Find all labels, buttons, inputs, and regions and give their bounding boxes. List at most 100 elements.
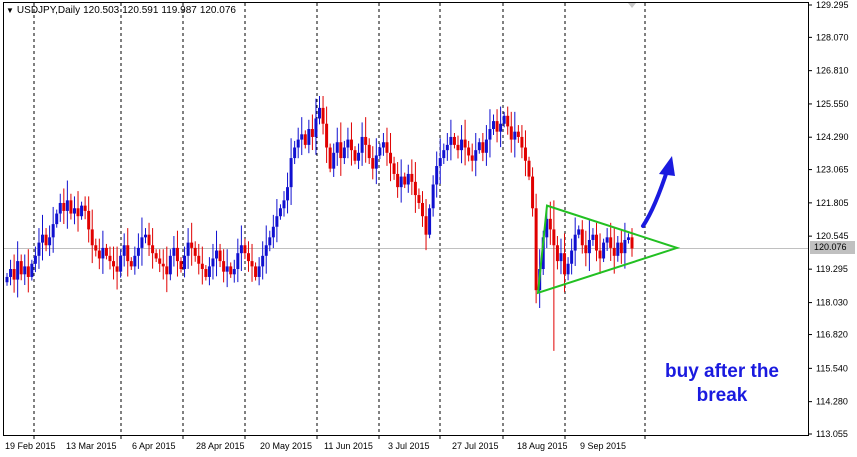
- shift-marker-icon[interactable]: [628, 3, 636, 8]
- candle-body: [328, 147, 332, 169]
- candle-body: [229, 266, 233, 275]
- candle-body: [168, 255, 172, 275]
- candle-body: [360, 136, 364, 153]
- candle-body: [296, 139, 300, 148]
- arrow-head-icon: [659, 156, 675, 176]
- candle-body: [428, 208, 432, 235]
- candle-body: [76, 208, 80, 217]
- candle-body: [282, 200, 286, 209]
- candle-body: [204, 269, 208, 277]
- candle-body: [126, 245, 130, 262]
- candle-body: [396, 173, 400, 188]
- candle-body: [566, 263, 570, 275]
- candle-body: [435, 166, 439, 185]
- candle-body: [26, 266, 30, 277]
- candle-body: [513, 131, 517, 140]
- current-price-label: 120.076: [810, 241, 855, 254]
- candle-body: [484, 139, 488, 153]
- chart-plot-area[interactable]: [3, 2, 809, 436]
- candle-body: [101, 247, 105, 259]
- candle-body: [55, 213, 59, 225]
- x-tick-label: 20 May 2015: [260, 441, 312, 451]
- candle-body: [321, 107, 325, 124]
- triangle-pattern: [536, 204, 681, 295]
- candle-body: [147, 234, 151, 246]
- candle-body: [129, 261, 133, 267]
- y-tick-label: 118.030: [816, 298, 848, 308]
- candle-body: [161, 263, 165, 267]
- y-tick-label: 115.540: [816, 363, 848, 373]
- candle-body: [5, 276, 9, 283]
- candle-body: [200, 263, 204, 270]
- high-value: 120.591: [122, 5, 159, 16]
- breakout-arrow: [641, 166, 670, 228]
- candle-body: [623, 239, 627, 254]
- candle-body: [474, 150, 478, 161]
- candle-body: [104, 247, 108, 256]
- candle-body: [552, 229, 556, 246]
- y-tick-label: 113.055: [816, 429, 848, 439]
- candle-body: [342, 147, 346, 159]
- candle-body: [87, 210, 91, 230]
- y-tick-label: 126.810: [816, 66, 849, 76]
- candle-body: [179, 261, 183, 270]
- candle-body: [289, 158, 293, 188]
- x-tick-label: 27 Jul 2015: [452, 441, 499, 451]
- candle-body: [616, 242, 620, 256]
- candle-body: [108, 255, 112, 262]
- annotation-line-2: break: [696, 385, 748, 406]
- x-tick-label: 11 Jun 2015: [324, 441, 373, 451]
- candle-body: [619, 242, 623, 254]
- candle-body: [598, 250, 602, 259]
- candle-body: [264, 245, 268, 256]
- candle-body: [275, 216, 279, 227]
- y-tick-label: 129.295: [816, 0, 849, 10]
- candle-body: [626, 237, 630, 240]
- candle-body: [371, 158, 375, 169]
- candle-body: [555, 245, 559, 262]
- collapse-triangle-icon[interactable]: ▼: [6, 6, 14, 15]
- candle-body: [190, 242, 194, 248]
- y-tick-label: 125.550: [816, 99, 849, 109]
- candle-body: [460, 139, 464, 151]
- candle-body: [573, 234, 577, 251]
- candle-body: [58, 202, 62, 214]
- candle-body: [261, 255, 265, 267]
- candle-body: [605, 237, 609, 243]
- candle-body: [609, 237, 613, 248]
- y-tick-label: 123.065: [816, 165, 849, 175]
- open-value: 120.503: [83, 5, 120, 16]
- candle-body: [83, 205, 87, 211]
- candle-body: [570, 250, 574, 264]
- x-tick-label: 3 Jul 2015: [388, 441, 430, 451]
- buy-annotation: buy after the break: [630, 360, 814, 408]
- candle-body: [97, 250, 101, 259]
- candle-body: [19, 261, 23, 275]
- candle-body: [172, 247, 176, 256]
- candle-body: [48, 237, 52, 246]
- candle-body: [175, 247, 179, 262]
- candle-body: [268, 237, 272, 246]
- candle-body: [197, 255, 201, 264]
- candle-body: [545, 218, 549, 238]
- candle-body: [442, 150, 446, 159]
- y-tick-label: 120.545: [816, 231, 849, 241]
- x-tick-label: 28 Apr 2015: [196, 441, 245, 451]
- candle-body: [254, 266, 258, 277]
- candle-body: [357, 152, 361, 161]
- candle-body: [140, 237, 144, 248]
- candle-body: [506, 115, 510, 127]
- candle-body: [112, 261, 116, 267]
- candle-body: [389, 152, 393, 164]
- candle-body: [293, 147, 297, 159]
- candle-body: [72, 208, 76, 214]
- candle-body: [33, 255, 37, 264]
- candle-body: [449, 136, 453, 145]
- y-tick-label: 124.290: [816, 132, 849, 142]
- candle-body: [133, 255, 137, 267]
- candle-body: [332, 152, 336, 169]
- candle-body: [94, 245, 98, 251]
- candle-body: [300, 134, 304, 140]
- candle-body: [236, 253, 240, 270]
